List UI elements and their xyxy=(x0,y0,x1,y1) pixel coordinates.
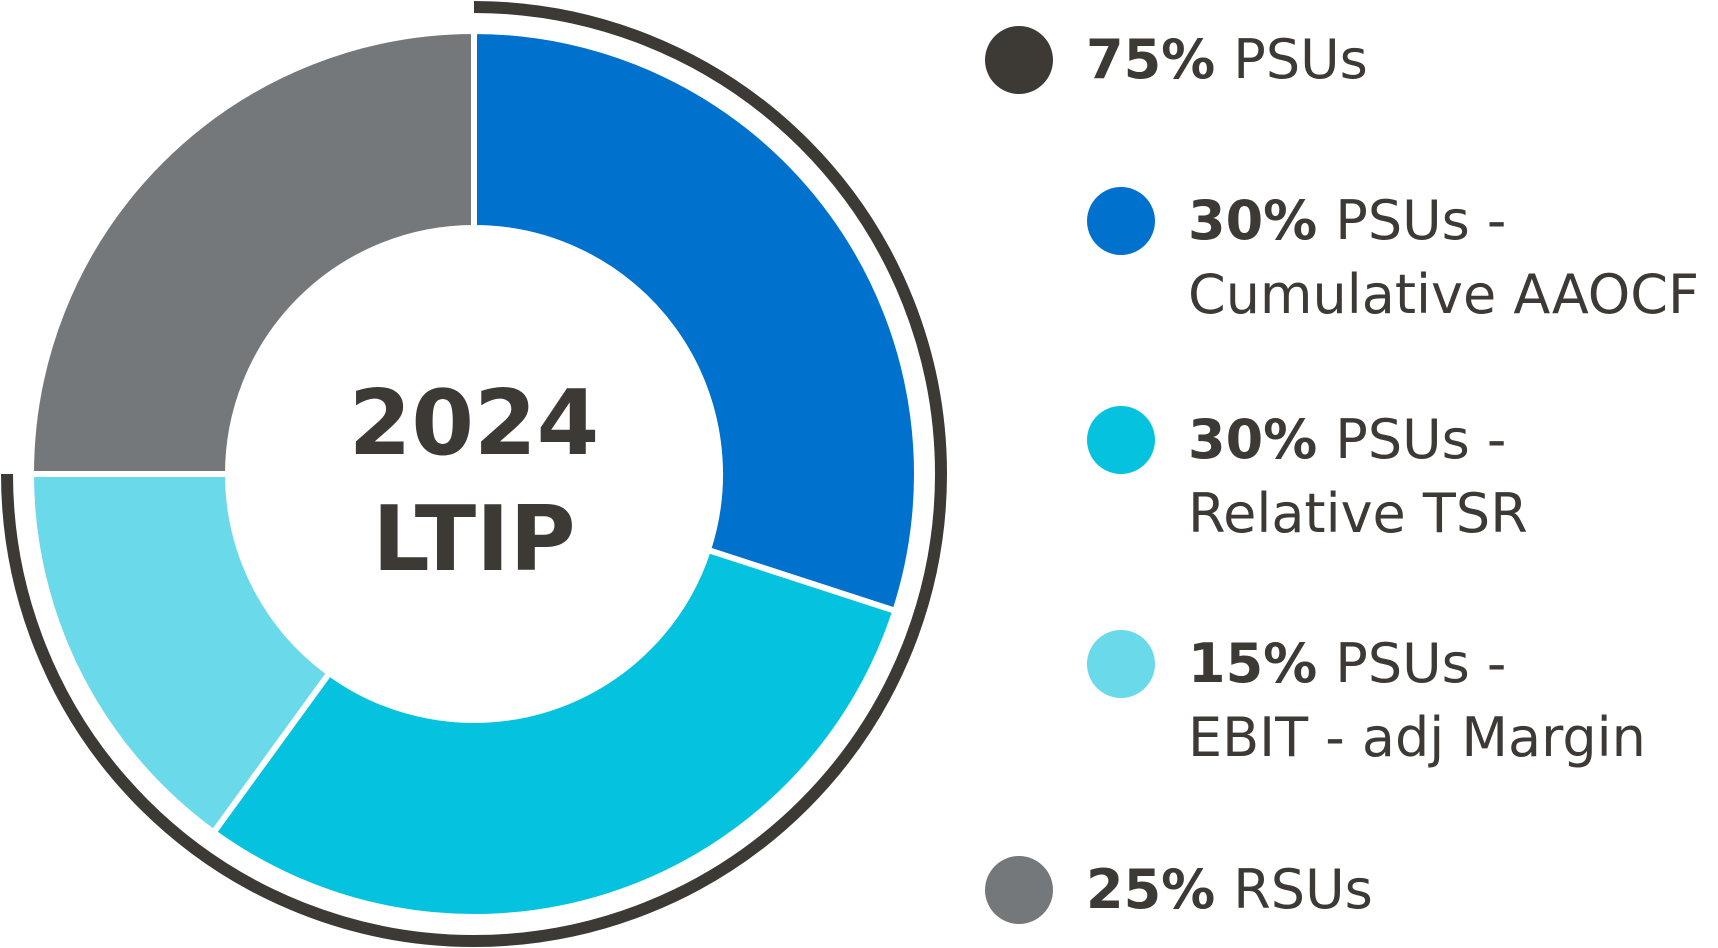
legend-label-line: PSUs - xyxy=(1335,408,1507,471)
legend-label-line: EBIT - adj Margin xyxy=(1188,706,1646,769)
center-title-line-1: 2024 xyxy=(349,371,600,476)
legend-label: 75% PSUs xyxy=(1086,23,1368,97)
legend-item-relative-tsr: 30% PSUs - Relative TSR xyxy=(1087,406,1528,551)
psu-group-arc xyxy=(1,1,947,947)
legend-label-line: Relative TSR xyxy=(1188,482,1528,545)
legend-percent: 30% xyxy=(1188,408,1318,471)
legend-marker xyxy=(1087,630,1155,698)
legend-label: 30% PSUs - Relative TSR xyxy=(1188,403,1528,551)
donut-slice-3 xyxy=(27,471,334,837)
legend-percent: 15% xyxy=(1188,632,1318,695)
legend-label: 25% RSUs xyxy=(1086,853,1373,927)
legend-label-line: RSUs xyxy=(1233,858,1373,921)
donut-chart: 2024 LTIP xyxy=(1,1,947,947)
legend-percent: 25% xyxy=(1086,858,1216,921)
legend-marker xyxy=(985,26,1053,94)
legend-label: 15% PSUs - EBIT - adj Margin xyxy=(1188,627,1646,775)
donut-slices xyxy=(27,27,920,920)
legend-label: 30% PSUs - Cumulative AAOCF xyxy=(1188,184,1699,332)
legend-percent: 75% xyxy=(1086,28,1216,91)
legend-label-line: PSUs xyxy=(1233,28,1368,91)
donut-slice-4 xyxy=(27,27,477,477)
donut-slice-1 xyxy=(471,27,920,615)
legend-marker xyxy=(1087,187,1155,255)
legend-item-cumulative-aaocf: 30% PSUs - Cumulative AAOCF xyxy=(1087,187,1699,332)
legend-label-line: Cumulative AAOCF xyxy=(1188,263,1700,326)
legend-item-ebit-margin: 15% PSUs - EBIT - adj Margin xyxy=(1087,630,1646,775)
legend-marker xyxy=(985,856,1053,924)
legend-marker xyxy=(1087,406,1155,474)
legend-item-psus-total: 75% PSUs xyxy=(985,26,1368,97)
donut-slice-2 xyxy=(209,546,900,920)
legend-item-rsus: 25% RSUs xyxy=(985,856,1373,927)
legend-percent: 30% xyxy=(1188,189,1318,252)
legend-label-line: PSUs - xyxy=(1335,632,1507,695)
legend-label-line: PSUs - xyxy=(1335,189,1507,252)
center-title-line-2: LTIP xyxy=(372,487,575,592)
